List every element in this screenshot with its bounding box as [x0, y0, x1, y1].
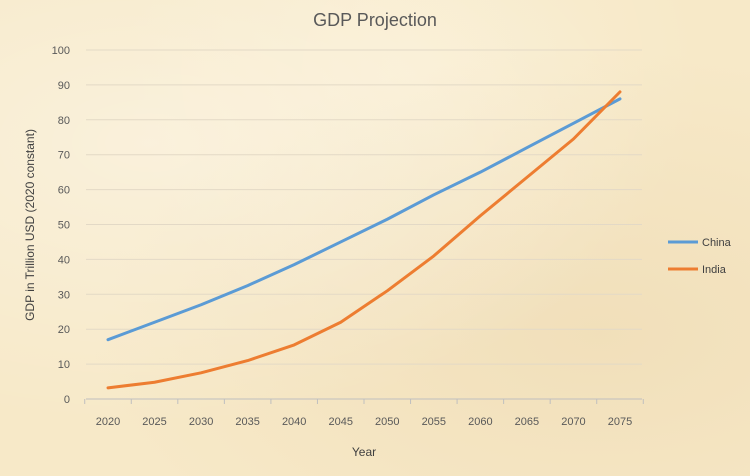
y-tick-label: 90	[58, 80, 70, 92]
x-tick-label: 2040	[282, 416, 306, 428]
y-tick-label: 50	[58, 220, 70, 232]
series-line-india	[106, 90, 622, 390]
legend-label-china: China	[702, 237, 732, 249]
y-tick-label: 10	[58, 359, 70, 371]
x-tick-label: 2035	[235, 416, 259, 428]
chart-title: GDP Projection	[313, 10, 437, 30]
x-axis-ticks: 2020 2025 2030 2035 2040 2045 2050 2055 2060 2065…	[84, 399, 644, 428]
y-tick-label: 80	[58, 115, 70, 127]
y-tick-label: 100	[52, 45, 70, 57]
legend: China India	[668, 237, 732, 276]
x-tick-label: 2055	[422, 416, 446, 428]
x-tick-label: 2065	[515, 416, 539, 428]
y-axis-ticks: 0 10 20 30 40 50 60 70 80 90 100	[52, 45, 70, 406]
series-lines	[106, 90, 622, 390]
x-tick-label: 2020	[96, 416, 120, 428]
x-tick-label: 2045	[328, 416, 352, 428]
y-tick-label: 70	[58, 150, 70, 162]
y-axis-label: GDP in Trillion USD (2020 constant)	[23, 129, 37, 321]
gridlines	[86, 49, 642, 400]
y-tick-label: 0	[64, 394, 70, 406]
x-tick-label: 2050	[375, 416, 399, 428]
x-tick-label: 2070	[561, 416, 585, 428]
y-tick-label: 60	[58, 185, 70, 197]
x-axis-label: Year	[352, 445, 376, 459]
y-tick-label: 40	[58, 254, 70, 266]
series-line-china	[106, 97, 622, 342]
x-tick-label: 2075	[608, 416, 632, 428]
y-tick-label: 20	[58, 324, 70, 336]
x-tick-label: 2060	[468, 416, 492, 428]
y-tick-label: 30	[58, 289, 70, 301]
x-tick-label: 2030	[189, 416, 213, 428]
legend-label-india: India	[702, 264, 727, 276]
x-tick-label: 2025	[142, 416, 166, 428]
